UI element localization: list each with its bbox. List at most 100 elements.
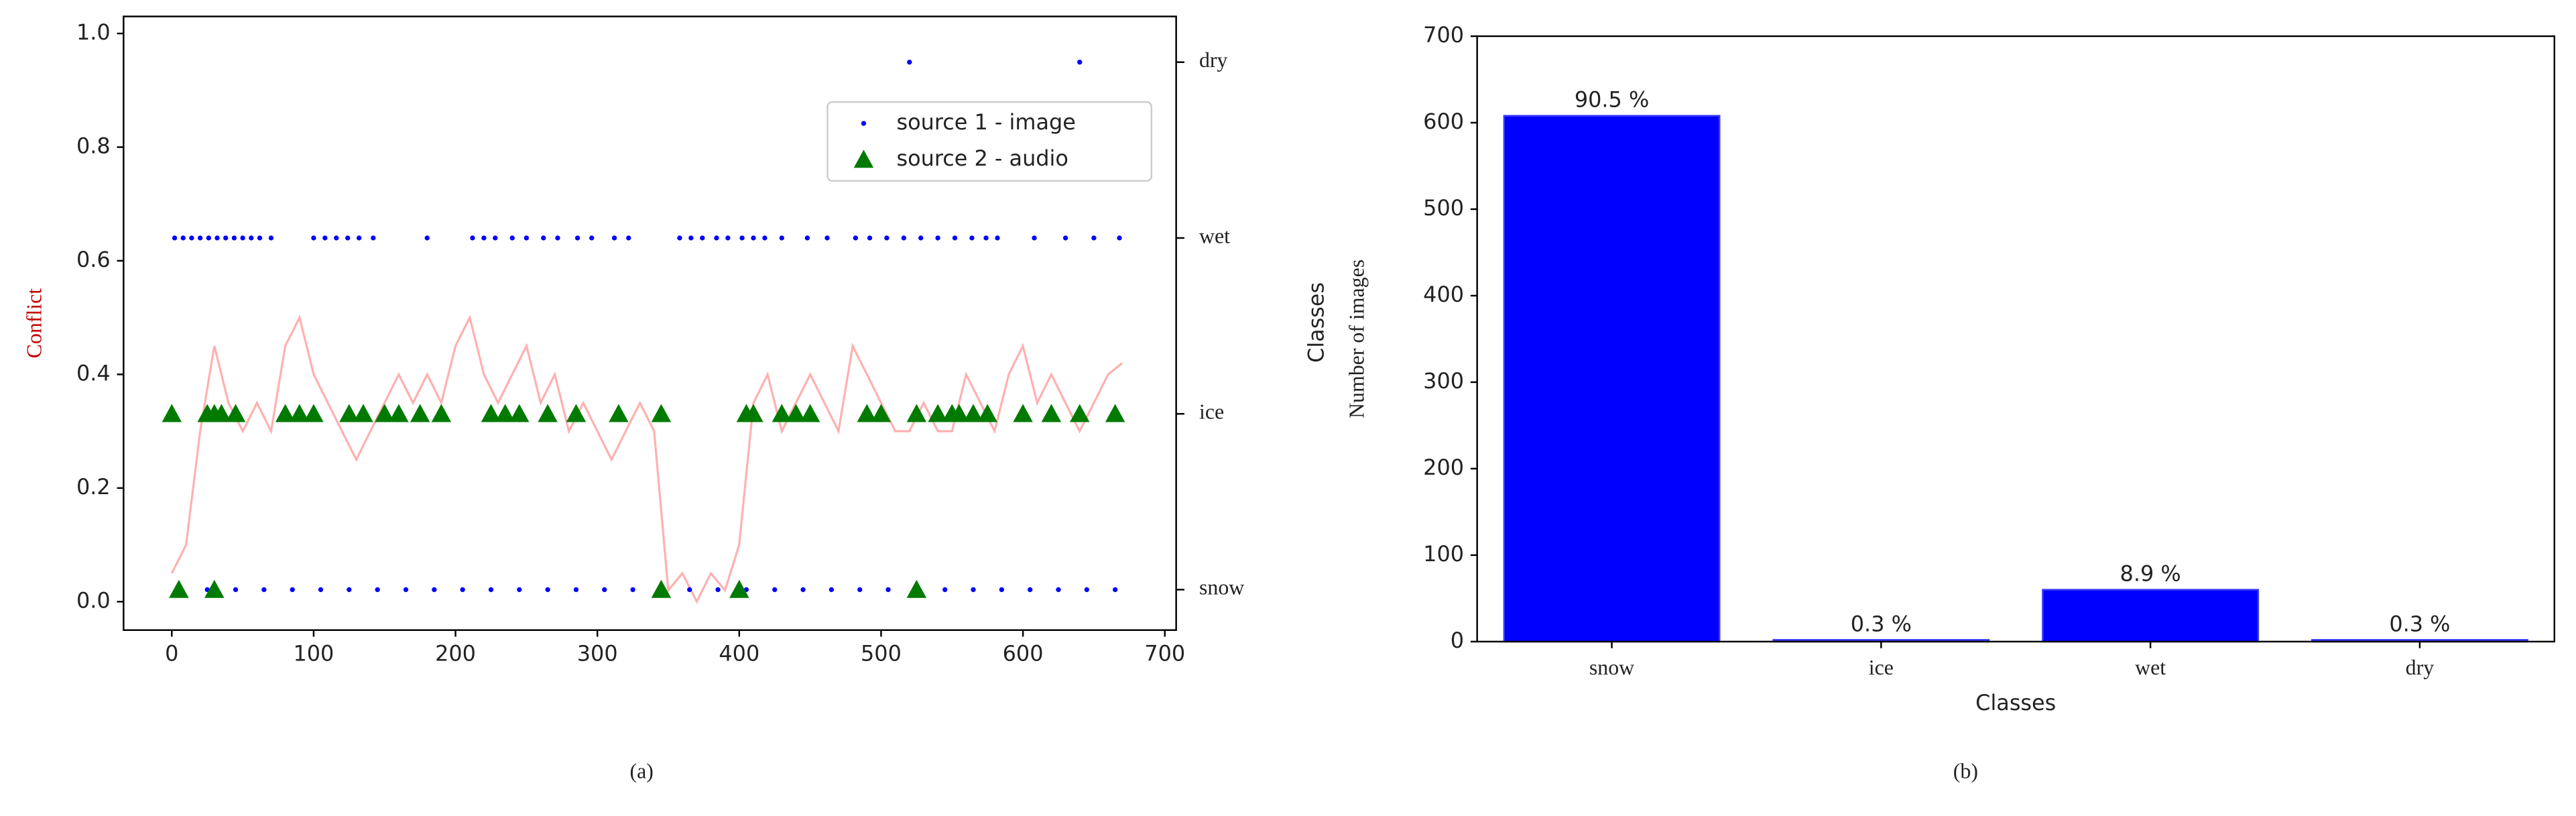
x-axis-label: Classes	[1975, 690, 2056, 715]
image-marker	[630, 587, 635, 593]
audio-marker	[389, 404, 409, 422]
audio-marker	[481, 404, 501, 422]
image-marker	[1032, 235, 1037, 241]
image-marker	[517, 587, 522, 593]
audio-marker	[800, 404, 820, 422]
caption: (a)	[630, 760, 654, 783]
image-marker	[231, 235, 237, 241]
y-axis-label-small: Classes	[1304, 282, 1329, 363]
image-marker	[589, 235, 595, 241]
image-marker	[223, 235, 229, 241]
image-marker	[197, 235, 203, 241]
image-marker	[460, 587, 465, 593]
image-marker	[545, 587, 550, 593]
image-marker	[206, 235, 211, 241]
image-marker	[857, 587, 863, 593]
image-marker	[290, 587, 295, 593]
audio-marker	[353, 404, 373, 422]
audio-marker	[509, 404, 530, 422]
image-marker	[249, 235, 254, 241]
audio-marker	[339, 404, 359, 422]
x-tick-label: 700	[1144, 641, 1185, 666]
audio-marker	[963, 404, 983, 422]
y-tick-label: 0	[1451, 628, 1464, 653]
y-tick-label: 400	[1423, 282, 1464, 307]
image-marker	[688, 235, 694, 241]
image-marker	[375, 587, 380, 593]
y-tick-label: 0.8	[76, 133, 111, 158]
audio-marker	[651, 404, 672, 422]
audio-marker	[495, 404, 515, 422]
image-marker	[853, 235, 859, 241]
image-marker	[371, 235, 376, 241]
image-marker	[356, 235, 362, 241]
image-marker	[257, 235, 263, 241]
image-marker	[261, 587, 267, 593]
x-tick-label: wet	[2135, 656, 2166, 679]
audio-marker	[857, 404, 877, 422]
image-marker	[935, 235, 940, 241]
y2-tick-label: ice	[1199, 400, 1224, 424]
image-marker	[800, 587, 806, 593]
image-marker	[602, 587, 607, 593]
audio-marker	[304, 404, 324, 422]
image-marker	[952, 235, 958, 241]
image-marker	[969, 235, 975, 241]
image-marker	[574, 235, 580, 241]
image-marker	[481, 235, 487, 241]
image-marker	[524, 235, 530, 241]
audio-marker	[786, 404, 806, 422]
audio-marker	[169, 579, 189, 598]
image-marker	[983, 235, 989, 241]
value-label: 0.3 %	[2389, 611, 2450, 636]
y-tick-label: 0.6	[76, 247, 111, 272]
image-marker	[907, 60, 912, 65]
audio-marker	[275, 404, 296, 422]
audio-marker	[290, 404, 310, 422]
audio-marker	[949, 404, 969, 422]
audio-marker	[906, 404, 927, 422]
image-marker	[971, 587, 976, 593]
audio-marker	[928, 404, 948, 422]
y-tick-label: 0.4	[76, 360, 111, 386]
audio-marker	[566, 404, 587, 422]
audio-marker	[743, 404, 763, 422]
image-marker	[999, 587, 1005, 593]
audio-marker	[651, 579, 672, 598]
y2-tick-label: wet	[1199, 224, 1230, 247]
audio-marker	[162, 404, 182, 422]
image-marker	[573, 587, 579, 593]
image-marker	[715, 587, 721, 593]
audio-marker	[225, 404, 246, 422]
image-marker	[541, 235, 546, 241]
image-marker	[626, 235, 631, 241]
value-label: 90.5 %	[1575, 87, 1649, 113]
bar	[1503, 115, 1721, 643]
x-tick-label: 300	[577, 641, 618, 666]
audio-marker	[375, 404, 395, 422]
image-marker	[1117, 235, 1122, 241]
image-marker	[403, 587, 409, 593]
image-marker	[772, 587, 778, 593]
audio-marker	[1070, 404, 1090, 422]
y2-tick-label: dry	[1199, 48, 1228, 72]
image-marker	[509, 235, 515, 241]
image-marker	[1077, 60, 1083, 65]
audio-marker	[729, 579, 749, 598]
image-marker	[172, 235, 178, 241]
y-tick-label: 0.0	[76, 587, 111, 613]
image-marker	[901, 235, 906, 241]
image-marker	[824, 235, 830, 241]
audio-marker	[977, 404, 997, 422]
image-marker	[470, 235, 475, 241]
image-marker	[725, 235, 731, 241]
image-marker	[180, 235, 186, 241]
audio-marker	[211, 404, 232, 422]
y-axis-label: Number of images	[1345, 259, 1368, 418]
value-label: 0.3 %	[1851, 611, 1912, 636]
x-tick-label: 400	[719, 641, 759, 666]
image-marker	[189, 235, 194, 241]
image-marker	[432, 587, 437, 593]
